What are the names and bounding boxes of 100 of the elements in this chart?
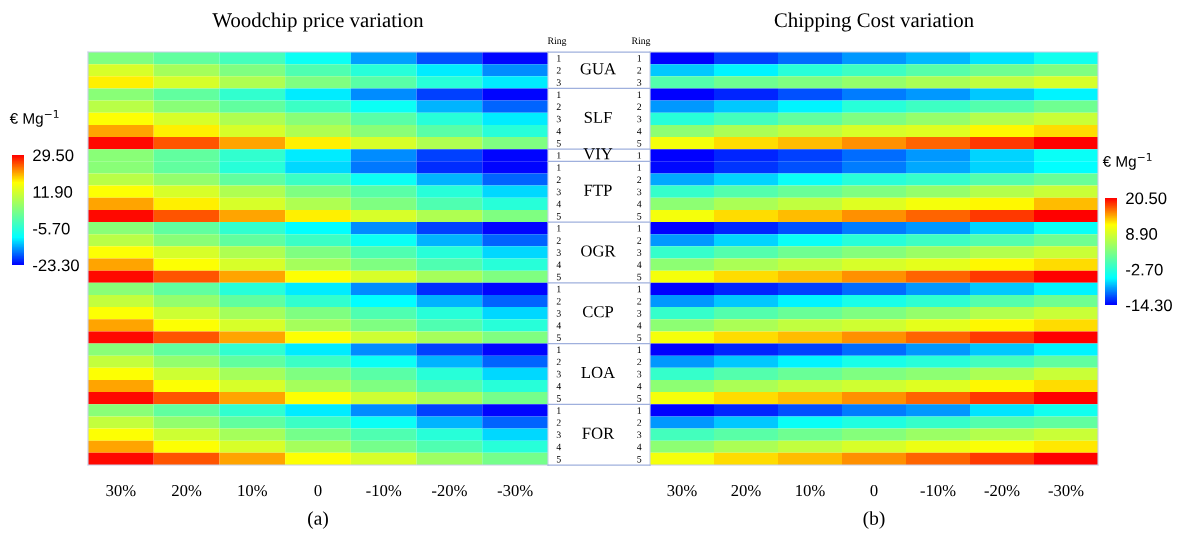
color-bar-title: € Mg$^{−1}$ (1102, 153, 1152, 170)
text: VIY (583, 148, 613, 160)
x-tick-label: 30% (667, 484, 697, 497)
text: (a) (308, 511, 328, 529)
y-tick-label: 3 (556, 370, 561, 378)
y-tick-label: 1 (637, 407, 642, 414)
x-tick-label: 10% (796, 484, 825, 497)
y-tick-label: 5 (556, 212, 561, 220)
y-tick-label: 2 (556, 176, 561, 183)
y-tick-label: 4 (637, 200, 642, 208)
text: (b) (863, 511, 885, 529)
y-tick-label: 3 (637, 188, 642, 196)
y-tick-label: 2 (637, 176, 642, 183)
x-tick-label: -30% (497, 484, 533, 497)
y-tick-label: 5 (637, 273, 642, 281)
y-tick-label: 3 (556, 249, 561, 256)
color-bar-label: -2.70 (1126, 263, 1163, 276)
y-tick-label: 4 (556, 322, 562, 329)
y-tick-label: 1 (637, 91, 642, 98)
text: FOR (582, 427, 615, 439)
y-tick-label: 4 (556, 200, 562, 208)
color-bar-label: -23.30 (33, 259, 79, 272)
y-tick-label: 1 (557, 91, 561, 98)
x-tick-label: -20% (432, 484, 467, 497)
x-tick-label: -10% (366, 484, 402, 497)
y-tick-label: 5 (637, 395, 642, 402)
y-tick-label: 5 (637, 212, 642, 220)
y-tick-label: 5 (637, 334, 642, 341)
chart-title: Woodchip price variation (212, 12, 424, 32)
y-tick-label: 3 (637, 249, 642, 256)
y-tick-label: 3 (637, 79, 642, 86)
y-tick-label: 5 (556, 455, 561, 463)
x-tick-label: 0 (870, 484, 878, 497)
text: LOA (581, 366, 615, 379)
x-tick-label: -20% (984, 484, 1020, 497)
y-tick-label: 1 (557, 152, 561, 159)
y-tick-label: 4 (637, 383, 642, 390)
y-tick-label: 1 (557, 225, 561, 232)
y-tick-label: 4 (556, 443, 562, 451)
y-tick-label: 2 (637, 297, 642, 305)
color-bar-label: 20.50 (1126, 192, 1167, 205)
y-tick-label: 3 (637, 115, 642, 123)
y-tick-label: 4 (637, 261, 642, 268)
y-tick-label: 1 (637, 164, 642, 171)
y-tick-label: 1 (557, 164, 561, 171)
text: SLF (584, 111, 612, 123)
color-bar-label: 29.50 (33, 149, 74, 162)
y-tick-label: 2 (637, 419, 642, 426)
y-tick-label: 1 (637, 346, 642, 353)
y-tick-label: 4 (637, 322, 642, 329)
y-tick-label: 5 (556, 140, 561, 147)
x-tick-label: -10% (920, 484, 956, 497)
text: FTP (584, 184, 612, 196)
y-tick-label: 4 (556, 383, 562, 390)
y-tick-label: 3 (556, 310, 561, 317)
y-tick-label: 2 (556, 67, 561, 74)
color-bar-title: € Mg$^{−1}$ (9, 110, 59, 127)
y-tick-label: 1 (557, 285, 561, 293)
y-tick-label: 2 (556, 297, 561, 305)
y-tick-label: 1 (637, 152, 642, 159)
y-tick-label: 3 (637, 431, 642, 439)
color-bar-label: 8.90 (1126, 228, 1158, 240)
y-tick-label: 3 (556, 79, 561, 86)
y-tick-label: 3 (556, 115, 561, 123)
text: GUA (580, 63, 616, 75)
y-tick-label: 3 (556, 188, 561, 196)
y-tick-label: 1 (637, 55, 642, 62)
y-tick-label: 3 (637, 370, 642, 378)
color-bar-label: 11.90 (33, 186, 73, 198)
y-tick-label: 4 (556, 127, 562, 135)
y-tick-label: 5 (556, 273, 561, 281)
y-tick-label: 5 (556, 395, 561, 402)
y-tick-label: 1 (557, 346, 561, 353)
y-tick-label: 1 (557, 407, 561, 414)
chart-title: Chipping Cost variation (774, 12, 974, 32)
x-tick-label: 10% (238, 484, 267, 497)
y-tick-label: 2 (637, 237, 642, 244)
y-tick-label: 4 (556, 261, 562, 268)
y-tick-label: 4 (637, 443, 642, 451)
text: Ring (547, 37, 567, 46)
y-tick-label: 2 (556, 237, 561, 244)
y-tick-label: 2 (637, 103, 642, 111)
y-tick-label: 1 (637, 285, 642, 293)
y-tick-label: 5 (556, 334, 561, 341)
y-tick-label: 5 (637, 140, 642, 147)
x-tick-label: -30% (1048, 484, 1084, 497)
x-tick-label: 0 (314, 484, 322, 497)
y-tick-label: 2 (637, 67, 642, 74)
color-bar-label: -5.70 (33, 222, 70, 235)
y-tick-label: 5 (637, 455, 642, 463)
y-tick-label: 2 (637, 358, 642, 366)
y-tick-label: 3 (556, 431, 561, 439)
y-tick-label: 2 (556, 419, 561, 426)
x-tick-label: 20% (172, 484, 202, 497)
color-bar-label: -14.30 (1126, 299, 1172, 312)
x-tick-label: 30% (106, 484, 136, 497)
text: CCP (582, 306, 614, 318)
y-tick-label: 2 (556, 103, 561, 111)
y-tick-label: 3 (637, 310, 642, 317)
y-tick-label: 4 (637, 127, 642, 135)
